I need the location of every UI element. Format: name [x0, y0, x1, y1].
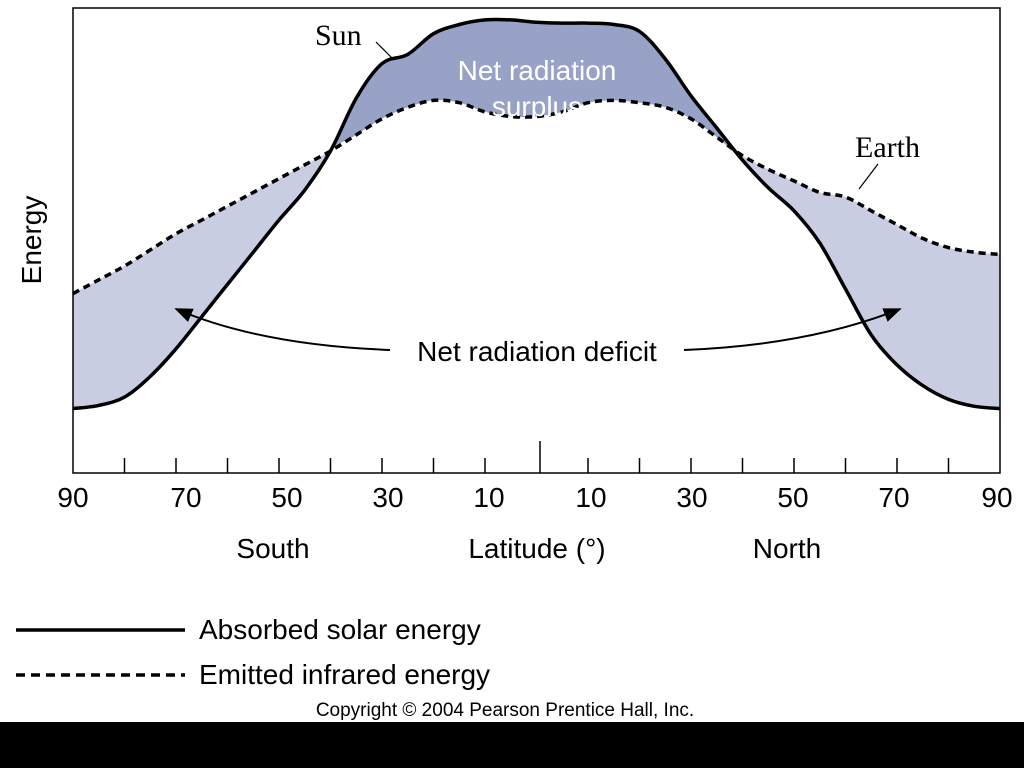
- x-tick-label: 70: [878, 482, 909, 513]
- below-both-area: [73, 100, 1000, 473]
- x-tick-label: 90: [57, 482, 88, 513]
- plot-frame: [72, 7, 1001, 474]
- deficit-arrow-south: [174, 308, 391, 351]
- north-label: North: [753, 533, 821, 564]
- sun-label: Sun: [315, 19, 362, 52]
- y-axis-label: Energy: [16, 196, 47, 285]
- south-label: South: [236, 533, 309, 564]
- x-tick-label: 50: [271, 482, 302, 513]
- legend-solid-label: Absorbed solar energy: [199, 614, 481, 645]
- deficit-label: Net radiation deficit: [417, 336, 657, 367]
- bottom-black-bar: [0, 722, 1024, 768]
- earth-pointer: [858, 163, 879, 190]
- x-tick-label: 50: [777, 482, 808, 513]
- x-axis-ticks: [123, 458, 950, 473]
- legend-dashed-label: Emitted infrared energy: [199, 659, 490, 690]
- surplus-label-line1: Net radiation: [458, 55, 617, 86]
- absorbed-solar-line: [72, 17, 1001, 411]
- x-tick-label: 30: [676, 482, 707, 513]
- series-lines: [72, 17, 1001, 411]
- legend: Absorbed solar energy Emitted infrared e…: [16, 614, 490, 690]
- x-tick-label: 90: [981, 482, 1012, 513]
- x-tick-label: 10: [575, 482, 606, 513]
- region-fills: [73, 19, 1000, 473]
- copyright-text: Copyright © 2004 Pearson Prentice Hall, …: [316, 700, 694, 721]
- surplus-label-line2: surplus: [492, 91, 582, 122]
- x-tick-label: 10: [473, 482, 504, 513]
- x-tick-label: 70: [170, 482, 201, 513]
- earth-label: Earth: [855, 131, 920, 164]
- sun-pointer: [375, 41, 395, 61]
- deficit-arrow-north: [683, 308, 902, 351]
- x-tick-label: 30: [372, 482, 403, 513]
- x-axis-label: Latitude (°): [468, 533, 605, 564]
- x-tick-labels: 90 70 50 30 10 10 30 50 70 90: [57, 482, 1012, 513]
